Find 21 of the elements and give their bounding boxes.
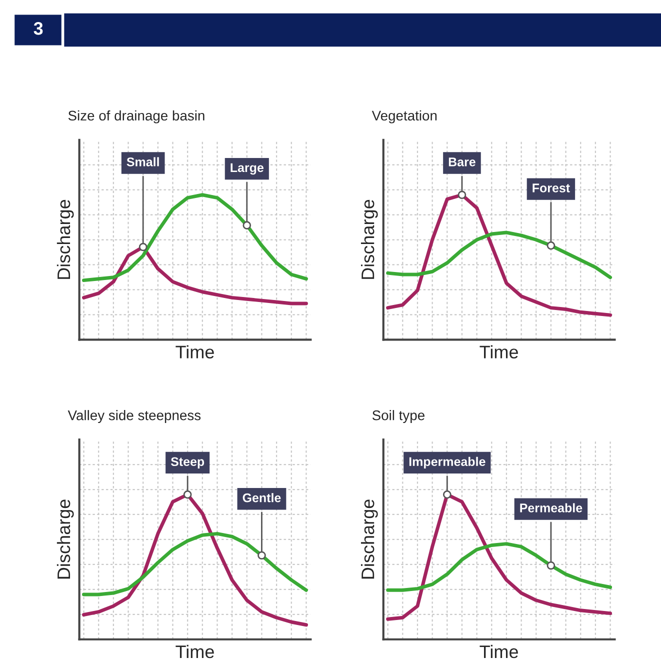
- text: Large: [230, 163, 264, 175]
- chart-title: Vegetation: [372, 110, 437, 124]
- text: Small: [126, 157, 159, 166]
- x-axis-title: Time: [176, 345, 214, 358]
- x-axis-title: Time: [176, 644, 214, 658]
- y-axis-title: Discharge: [360, 200, 378, 279]
- text: 3: [34, 22, 43, 35]
- text: Permeable: [520, 503, 582, 512]
- x-axis-title: Time: [480, 345, 518, 358]
- chart-title: Size of drainage basin: [68, 110, 204, 124]
- y-axis-title: Discharge: [56, 500, 74, 579]
- text: Gentle: [242, 493, 281, 502]
- x-axis-title: Time: [480, 644, 518, 658]
- text: Steep: [170, 457, 204, 469]
- text: Impermeable: [409, 456, 486, 469]
- y-axis-title: Discharge: [56, 200, 74, 279]
- text: Forest: [532, 184, 570, 192]
- y-axis-title: Discharge: [360, 500, 378, 579]
- text: Bare: [448, 158, 476, 166]
- chart-title: Soil type: [372, 410, 424, 423]
- chart-title: Valley side steepness: [68, 410, 201, 423]
